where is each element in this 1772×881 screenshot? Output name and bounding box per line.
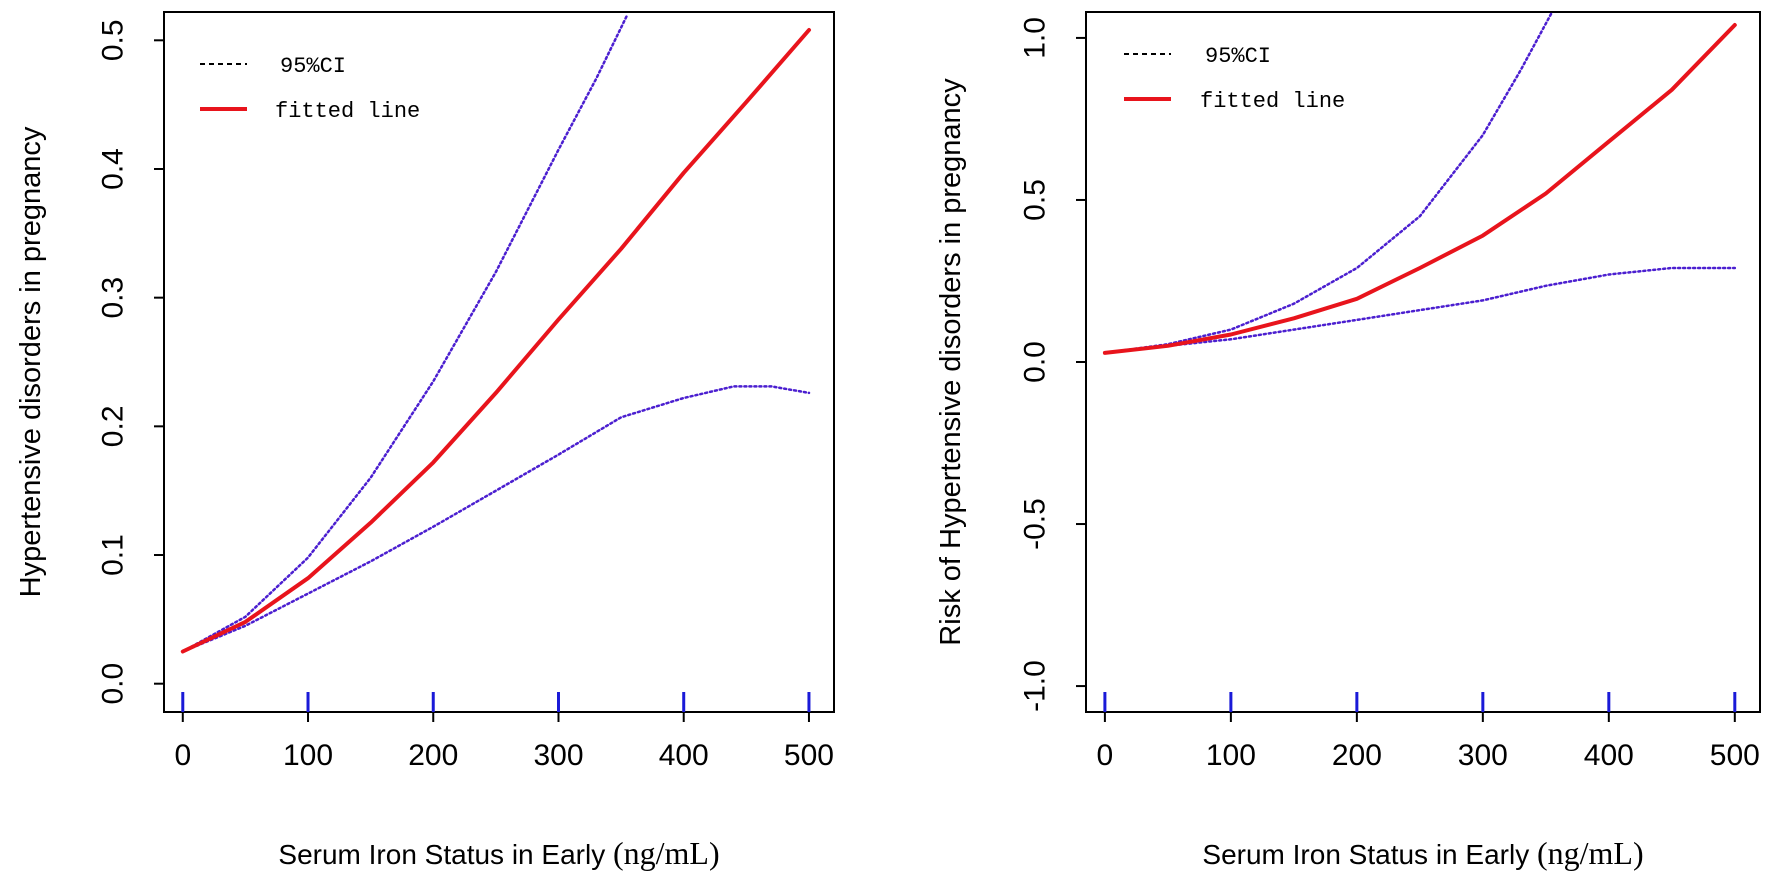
legend: 95%CI fitted line [200, 54, 420, 124]
x-axis-label: Serum Iron Status in Early (ng/mL) [1202, 835, 1643, 871]
y-tick-label: 1.0 [1019, 17, 1052, 59]
left-chart-panel: 0 100 200 300 400 500 0.0 0.1 0.2 0.3 0.4 0.5 95%C… [15, 11, 835, 871]
x-tick-label: 100 [283, 739, 333, 772]
y-tick-label: 0.2 [97, 405, 130, 447]
y-axis-label: Risk of Hypertensive disorders in pregna… [935, 78, 967, 646]
right-chart-panel: 0 100 200 300 400 500 -1.0 -0.5 0.0 0.5 1.0 95%CI… [935, 11, 1761, 871]
x-axis-label-main: Serum Iron Status in Early [278, 839, 613, 870]
y-tick-label: 0.5 [1019, 179, 1052, 221]
legend-fitted-label: fitted line [275, 99, 420, 124]
x-tick-label: 200 [1332, 739, 1382, 772]
fitted-line [1102, 23, 1737, 355]
y-tick-label: -1.0 [1019, 660, 1052, 712]
x-tick-label: 400 [659, 739, 709, 772]
y-tick-label: 0.3 [97, 277, 130, 319]
fitted-line [180, 28, 811, 654]
ci-lower-line [1103, 266, 1737, 355]
ci-upper-line [181, 13, 629, 653]
ci-lower-line [181, 385, 811, 653]
plot-frame [163, 11, 835, 713]
x-tick-label: 300 [1458, 739, 1508, 772]
series-layer [180, 13, 811, 654]
y-tick-label: 0.0 [97, 663, 130, 705]
x-tick-label: 200 [408, 739, 458, 772]
y-axis: 0.0 0.1 0.2 0.3 0.4 0.5 [97, 19, 164, 705]
x-tick-label: 0 [174, 739, 191, 772]
legend: 95%CI fitted line [1124, 44, 1345, 114]
y-axis: -1.0 -0.5 0.0 0.5 1.0 [1019, 17, 1086, 712]
x-tick-label: 100 [1206, 739, 1256, 772]
legend-fitted-label: fitted line [1200, 89, 1345, 114]
y-axis-label: Hypertensive disorders in pregnancy [15, 126, 47, 597]
x-axis-label-main: Serum Iron Status in Early [1202, 839, 1537, 870]
x-tick-label: 500 [784, 739, 834, 772]
x-tick-label: 500 [1710, 739, 1760, 772]
x-tick-label: 0 [1097, 739, 1114, 772]
y-tick-label: 0.5 [97, 19, 130, 61]
x-axis: 0 100 200 300 400 500 [1097, 692, 1760, 772]
x-tick-label: 400 [1584, 739, 1634, 772]
plot-frame [1085, 11, 1761, 713]
x-tick-label: 300 [533, 739, 583, 772]
y-tick-label: 0.0 [1019, 341, 1052, 383]
series-layer [1102, 12, 1737, 355]
y-tick-label: 0.1 [97, 534, 130, 576]
ci-upper-line [1103, 12, 1554, 355]
x-axis-label-unit: (ng/mL) [613, 835, 720, 871]
x-axis-label: Serum Iron Status in Early (ng/mL) [278, 835, 719, 871]
legend-ci-label: 95%CI [1205, 44, 1271, 69]
legend-ci-label: 95%CI [280, 54, 346, 79]
y-tick-label: -0.5 [1019, 498, 1052, 550]
x-axis-label-unit: (ng/mL) [1537, 835, 1644, 871]
y-tick-label: 0.4 [97, 148, 130, 190]
x-axis: 0 100 200 300 400 500 [174, 692, 834, 772]
